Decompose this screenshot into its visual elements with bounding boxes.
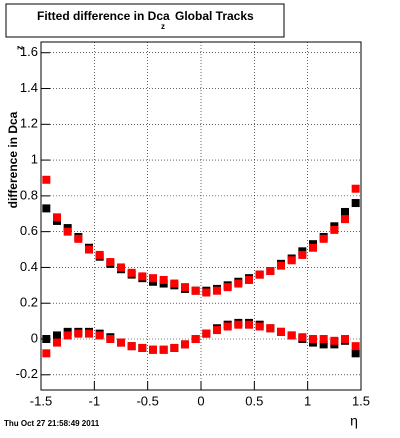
marker (191, 335, 200, 344)
marker (85, 245, 93, 254)
marker (287, 256, 296, 265)
marker (85, 329, 93, 338)
marker (351, 199, 360, 208)
x-tick-label: 1 (304, 393, 311, 408)
marker (213, 326, 221, 335)
marker (351, 184, 360, 193)
y-axis-label-suffix: z (14, 45, 24, 50)
marker (266, 324, 275, 333)
marker (170, 279, 179, 288)
marker (95, 331, 104, 340)
marker (42, 175, 51, 184)
marker (245, 275, 253, 284)
chart-title: Fitted difference in Dca (37, 9, 170, 23)
marker (319, 335, 328, 344)
marker (330, 336, 339, 345)
y-tick-label: 0.6 (20, 223, 38, 238)
y-tick-label: -0.2 (16, 366, 38, 381)
marker (287, 331, 296, 340)
marker (106, 258, 115, 267)
y-tick-label: 1 (31, 152, 38, 167)
marker (277, 327, 285, 336)
marker (63, 227, 72, 236)
x-tick-label: 0.5 (245, 393, 263, 408)
y-tick-label: 0.4 (20, 259, 38, 274)
y-tick-label: 1.2 (20, 116, 38, 131)
marker (42, 204, 51, 213)
marker (255, 322, 264, 331)
marker (202, 329, 211, 338)
marker (181, 283, 189, 292)
marker (234, 279, 243, 288)
marker (53, 213, 61, 222)
marker (74, 329, 83, 338)
marker (234, 320, 243, 329)
x-axis-label: η (350, 413, 358, 429)
y-tick-label: 0.8 (20, 187, 38, 202)
x-tick-label: -1 (89, 393, 101, 408)
marker (351, 342, 360, 351)
marker (351, 349, 360, 358)
footer-date: Thu Oct 27 21:58:49 2011 (4, 419, 100, 428)
marker (53, 331, 61, 340)
marker (117, 263, 125, 272)
title-suffix: Global Tracks (175, 9, 254, 23)
y-tick-label: 0 (31, 330, 38, 345)
marker (74, 234, 83, 243)
marker (319, 234, 328, 243)
y-axis-label: difference in Dca (6, 111, 20, 208)
marker (245, 320, 253, 329)
y-tick-label: 1.4 (20, 80, 38, 95)
marker (309, 243, 317, 252)
marker (255, 270, 264, 279)
marker (341, 215, 349, 224)
marker (138, 272, 147, 281)
marker (149, 345, 157, 354)
marker (138, 343, 147, 352)
marker (330, 225, 339, 234)
title-subscript: z (161, 22, 165, 31)
marker (170, 343, 179, 352)
marker (191, 286, 200, 295)
marker (213, 286, 221, 295)
marker (298, 250, 307, 259)
marker (117, 338, 125, 347)
marker (298, 333, 307, 342)
title-box (5, 3, 285, 38)
marker (309, 335, 317, 344)
marker (127, 268, 136, 277)
plot-frame (40, 41, 362, 391)
marker (127, 342, 136, 351)
marker (266, 267, 275, 276)
marker (63, 331, 72, 340)
marker (277, 261, 285, 270)
marker (159, 345, 168, 354)
marker (319, 340, 328, 349)
y-tick-label: 0.2 (20, 295, 38, 310)
y-tick-label: 1.6 (20, 44, 38, 59)
marker (149, 274, 157, 283)
marker (223, 283, 232, 292)
marker (223, 322, 232, 331)
marker (181, 340, 189, 349)
x-tick-label: 0 (197, 393, 204, 408)
marker (341, 207, 349, 216)
marker (202, 288, 211, 297)
marker (42, 335, 51, 344)
x-tick-label: 1.5 (352, 393, 370, 408)
marker (341, 335, 349, 344)
marker (106, 335, 115, 344)
x-tick-label: -1.5 (30, 393, 52, 408)
marker (53, 338, 61, 347)
marker (95, 250, 104, 259)
marker (42, 349, 51, 358)
x-tick-label: -0.5 (136, 393, 158, 408)
marker (159, 275, 168, 284)
